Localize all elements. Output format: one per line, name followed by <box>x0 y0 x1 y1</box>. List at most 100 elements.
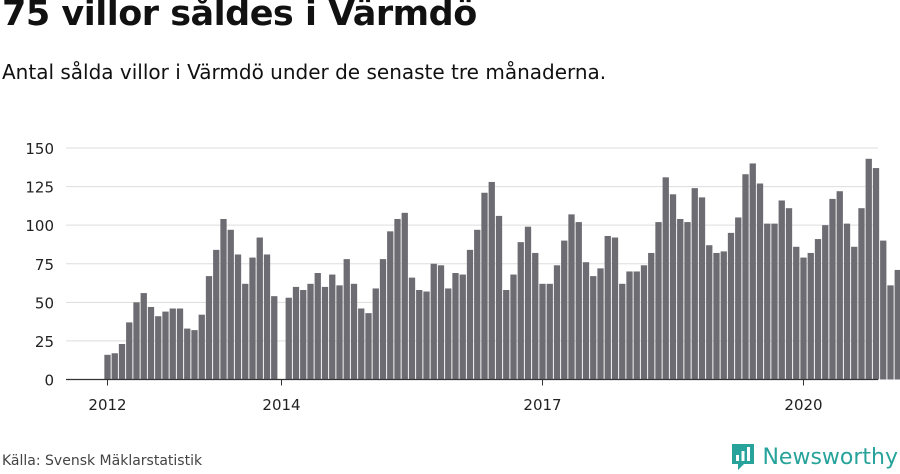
bar <box>227 229 234 380</box>
bar <box>401 212 408 380</box>
bar <box>872 168 880 380</box>
bar <box>619 283 626 380</box>
bar <box>829 198 836 380</box>
bar <box>314 273 321 380</box>
bar <box>307 283 314 380</box>
bar <box>706 245 713 380</box>
y-tick-label: 150 <box>25 140 54 158</box>
bar <box>104 354 111 380</box>
bar <box>459 274 466 380</box>
bar <box>865 158 872 380</box>
bar <box>778 200 785 380</box>
bar <box>205 276 213 380</box>
bar <box>640 265 648 380</box>
bar <box>517 242 524 380</box>
bar <box>249 257 256 380</box>
bar <box>764 223 771 380</box>
bar <box>553 265 561 380</box>
bar <box>495 215 503 380</box>
bar <box>430 263 437 380</box>
bar <box>452 273 459 380</box>
bar <box>321 286 329 380</box>
bar <box>423 291 430 380</box>
bar <box>387 231 394 380</box>
bar <box>662 177 669 380</box>
brand-name: Newsworthy <box>762 444 898 470</box>
chart-title: 75 villor såldes i Värmdö <box>2 0 477 34</box>
y-tick-label: 75 <box>35 256 54 274</box>
bar <box>858 208 865 380</box>
bar <box>655 222 662 380</box>
bar <box>198 314 205 380</box>
y-tick-label: 50 <box>35 294 54 312</box>
bar <box>394 218 401 380</box>
bar <box>184 328 191 380</box>
bar <box>713 252 720 380</box>
bar <box>771 223 778 380</box>
bar <box>437 265 445 380</box>
bar <box>836 191 843 380</box>
y-tick-label: 125 <box>25 179 54 197</box>
source-note: Källa: Svensk Mäklarstatistik <box>2 453 203 469</box>
bar <box>292 286 300 380</box>
bar <box>474 229 481 380</box>
bar <box>220 218 227 380</box>
bar <box>590 276 597 380</box>
bar <box>894 269 900 380</box>
bar <box>242 283 249 380</box>
bar <box>785 208 793 380</box>
bar <box>176 308 184 380</box>
bar <box>140 293 147 380</box>
bar <box>814 239 822 380</box>
bar <box>793 246 800 380</box>
bar <box>466 249 474 380</box>
bar <box>126 322 133 380</box>
bar <box>445 288 452 380</box>
bar <box>698 197 706 380</box>
bar <box>532 252 539 380</box>
bar <box>597 268 604 380</box>
bar <box>329 274 336 380</box>
bar <box>684 222 691 380</box>
bar <box>191 330 198 380</box>
bar <box>648 252 655 380</box>
bar <box>756 183 764 380</box>
bar <box>677 218 684 380</box>
bar <box>582 262 590 380</box>
bar <box>735 217 742 380</box>
x-tick-label: 2012 <box>88 396 126 414</box>
bar <box>749 163 756 380</box>
bar <box>720 251 727 380</box>
bar <box>118 344 126 380</box>
bar <box>408 277 416 380</box>
bar <box>336 285 343 380</box>
y-tick-label: 0 <box>44 372 54 390</box>
bar <box>503 289 510 380</box>
y-tick-label: 25 <box>35 333 54 351</box>
bar <box>561 240 568 380</box>
y-axis-ticks: 0 25 50 75 100 125 150 <box>25 140 54 390</box>
bar <box>691 188 698 380</box>
bar <box>604 235 611 380</box>
bar <box>488 181 495 380</box>
x-axis: 20122014201720202022 <box>66 378 878 414</box>
bar <box>271 296 278 380</box>
bar <box>742 174 749 380</box>
bar <box>365 313 372 380</box>
bar <box>111 353 118 380</box>
bar <box>539 283 546 380</box>
bar <box>213 249 220 380</box>
bar <box>285 297 292 380</box>
bar <box>822 225 829 380</box>
bar <box>626 271 633 380</box>
bar <box>887 285 894 380</box>
y-tick-label: 100 <box>25 217 54 235</box>
bar <box>575 222 582 380</box>
bar <box>669 194 677 380</box>
x-tick-label: 2017 <box>523 396 561 414</box>
bar <box>155 316 162 380</box>
bar <box>727 232 735 380</box>
bar <box>343 259 350 380</box>
bar <box>843 223 851 380</box>
bar <box>350 283 358 380</box>
